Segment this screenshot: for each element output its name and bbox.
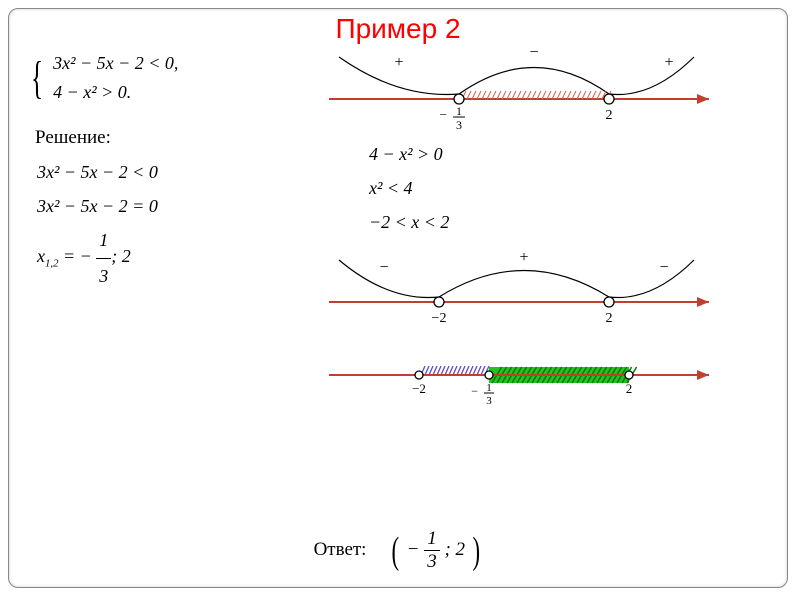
roots-suffix: ; 2 <box>111 246 131 266</box>
answer-frac: 13 <box>424 528 440 573</box>
svg-text:+: + <box>394 54 403 71</box>
lparen-icon: ( <box>392 529 400 573</box>
svg-text:−: − <box>529 44 538 61</box>
number-line-diagram-1: +−+−132 <box>309 39 729 129</box>
number-line-diagram-2: − + − −2 2 <box>309 242 729 332</box>
answer-minus: − <box>407 539 420 560</box>
eq-r3: −2 < x < 2 <box>369 205 779 239</box>
svg-text:+: + <box>664 54 673 71</box>
answer-row: Ответ: ( − 13 ; 2 ) <box>9 528 787 573</box>
svg-text:−2: −2 <box>432 311 447 326</box>
svg-text:2: 2 <box>606 311 613 326</box>
eq-r2: x² < 4 <box>369 171 779 205</box>
svg-text:+: + <box>519 249 528 266</box>
rparen-icon: ) <box>472 529 480 573</box>
roots-den: 3 <box>96 259 111 293</box>
svg-text:2: 2 <box>626 381 633 396</box>
right-column: +−+−132 4 − x² > 0 x² < 4 −2 < x < 2 −+−… <box>309 39 779 418</box>
roots-x: x <box>37 246 45 266</box>
eq-l1: 3x² − 5x − 2 < 0 <box>37 155 311 189</box>
slide-frame: Пример 2 { 3x² − 5x − 2 < 0, 4 − x² > 0.… <box>8 8 788 588</box>
eq-r1: 4 − x² > 0 <box>369 137 779 171</box>
eq-l2: 3x² − 5x − 2 = 0 <box>37 189 311 223</box>
left-column: Решение: 3x² − 5x − 2 < 0 3x² − 5x − 2 =… <box>21 109 311 293</box>
answer-label: Ответ: <box>314 539 367 560</box>
roots-frac: 13 <box>96 223 111 292</box>
svg-text:2: 2 <box>606 108 613 123</box>
system-line-1: 3x² − 5x − 2 < 0, <box>53 53 178 73</box>
number-line-diagram-3: −2 −13 2 <box>309 340 729 410</box>
svg-text:3: 3 <box>486 395 492 407</box>
roots-sub: 1,2 <box>45 258 59 270</box>
svg-text:1: 1 <box>486 382 492 394</box>
eq-roots: x1,2 = − 13; 2 <box>37 223 311 292</box>
svg-text:−: − <box>440 107 447 122</box>
svg-text:3: 3 <box>456 118 462 129</box>
answer-sep: ; 2 <box>444 539 465 560</box>
answer-interval: ( − 13 ; 2 ) <box>389 539 482 560</box>
answer-num: 1 <box>424 528 440 551</box>
svg-text:1: 1 <box>456 104 462 118</box>
roots-eq: = − <box>59 246 97 266</box>
system-line-2: 4 − x² > 0. <box>53 82 131 102</box>
brace-icon: { <box>31 57 43 98</box>
roots-num: 1 <box>96 223 111 258</box>
svg-text:−: − <box>379 259 388 276</box>
svg-text:−: − <box>471 384 478 398</box>
svg-text:−: − <box>659 259 668 276</box>
answer-den: 3 <box>424 551 440 573</box>
solution-label: Решение: <box>35 127 311 149</box>
svg-text:−2: −2 <box>412 381 426 396</box>
